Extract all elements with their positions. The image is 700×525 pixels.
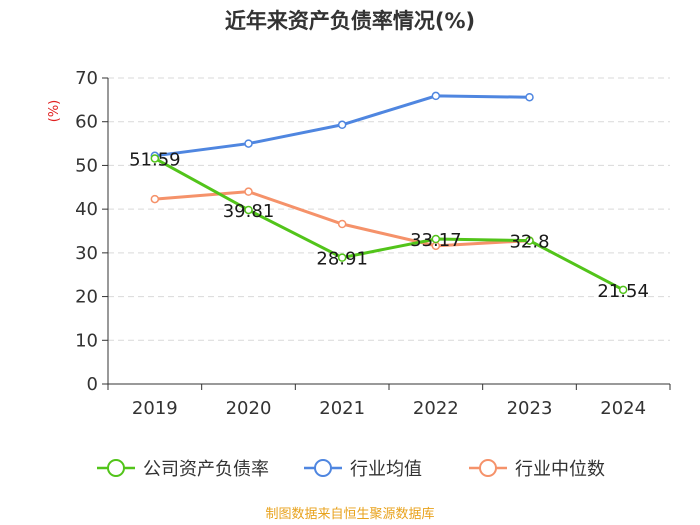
- y-tick-label: 70: [75, 68, 98, 89]
- data-label: 51.59: [129, 149, 181, 170]
- data-label: 28.91: [316, 249, 368, 270]
- data-point: [337, 120, 347, 130]
- data-point: [618, 285, 628, 295]
- legend-marker: [314, 459, 332, 477]
- y-tick-label: 50: [75, 155, 98, 176]
- chart-title: 近年来资产负债率情况(%): [225, 9, 475, 33]
- y-tick-label: 10: [75, 330, 98, 351]
- legend-label: 行业均值: [350, 459, 422, 480]
- data-point: [244, 187, 253, 196]
- legend-marker: [479, 459, 497, 477]
- data-point: [337, 219, 347, 229]
- data-label: 39.81: [223, 201, 275, 222]
- series-line: [154, 157, 624, 292]
- x-tick-label: 2019: [132, 398, 178, 419]
- y-tick-label: 40: [75, 199, 98, 220]
- data-point: [431, 234, 441, 244]
- x-tick-label: 2024: [600, 398, 646, 419]
- y-tick-label: 60: [75, 112, 98, 133]
- series-lines: [150, 91, 628, 295]
- grid: [108, 77, 670, 341]
- x-tick-label: 2021: [319, 398, 365, 419]
- data-label: 21.54: [597, 281, 649, 302]
- data-label: 33.17: [410, 230, 462, 251]
- data-point: [525, 236, 534, 245]
- y-tick-label: 20: [75, 287, 98, 308]
- data-point: [150, 154, 160, 163]
- data-point: [150, 194, 160, 204]
- data-labels: 51.59 39.81 28.91 33.17 32.8 21.54: [129, 149, 649, 301]
- legend-label: 公司资产负债率: [143, 459, 269, 480]
- legend: 公司资产负债率 行业均值 行业中位数: [97, 459, 605, 480]
- legend-marker: [107, 459, 125, 477]
- y-tick-label: 30: [75, 243, 98, 264]
- data-label: 32.8: [509, 232, 549, 253]
- data-point: [244, 205, 253, 215]
- series-line: [154, 190, 530, 248]
- x-tick-label: 2020: [226, 398, 272, 419]
- legend-label: 行业中位数: [515, 459, 605, 480]
- y-axis-label: (%): [47, 100, 62, 123]
- data-point: [244, 139, 253, 148]
- x-tick-label: 2023: [507, 398, 553, 419]
- x-tick-label: 2022: [413, 398, 459, 419]
- data-point: [337, 253, 347, 262]
- axes: 0 10 20 30 40 50 60 70 2019 2020 2021 2022 2023 2024: [75, 68, 671, 419]
- data-point: [525, 92, 534, 102]
- source-note: 制图数据来自恒生聚源数据库: [265, 506, 434, 522]
- data-point: [431, 91, 441, 101]
- y-tick-label: 0: [87, 374, 98, 395]
